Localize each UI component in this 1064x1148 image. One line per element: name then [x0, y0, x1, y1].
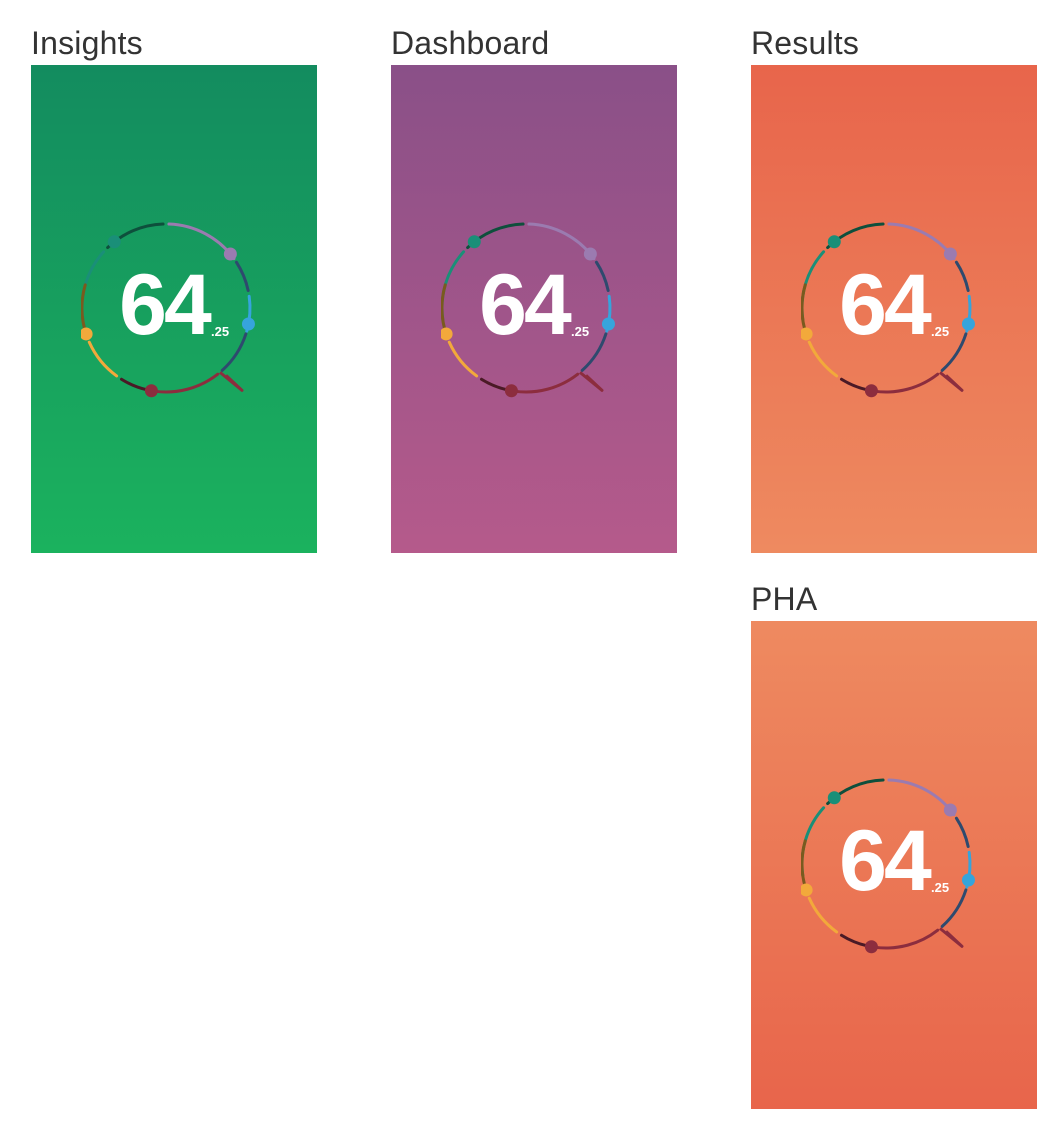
ring-segment	[872, 928, 940, 950]
score-value: 64	[119, 257, 212, 353]
card-dashboard[interactable]: Dashboard 64 .25	[391, 25, 677, 555]
ring-dot	[144, 384, 158, 398]
ring-tail	[939, 371, 964, 392]
score-decimal: .25	[211, 324, 230, 339]
ring-segment	[940, 888, 968, 928]
score-logo: 64 .25	[441, 215, 621, 399]
ring-dot	[864, 384, 878, 398]
ring-dot	[81, 327, 93, 341]
tile-title-pha: PHA	[751, 581, 818, 617]
ring-segment	[447, 340, 479, 378]
ring-segment	[479, 377, 509, 392]
ring-dot	[223, 247, 237, 261]
ring-dot	[107, 235, 121, 249]
card-pha[interactable]: PHA 64 .25	[751, 581, 1037, 1111]
score-decimal: .25	[931, 324, 950, 339]
ring-segment	[580, 332, 608, 372]
ring-dot	[943, 803, 957, 817]
tile-title-insights: Insights	[31, 25, 143, 61]
ring-dot	[601, 317, 615, 331]
ring-dot	[241, 317, 255, 331]
ring-segment	[807, 340, 839, 378]
score-ring-icon	[81, 222, 255, 398]
score-ring-icon	[801, 222, 975, 398]
tile-title-results: Results	[751, 25, 860, 61]
ring-segment	[594, 260, 610, 293]
ring-segment	[807, 896, 839, 934]
ring-dot	[864, 940, 878, 954]
tile-panel-dashboard[interactable]: 64 .25	[391, 65, 677, 553]
ring-dot	[467, 235, 481, 249]
ring-segment	[839, 933, 869, 948]
ring-dot	[504, 384, 518, 398]
score-decimal: .25	[571, 324, 590, 339]
score-value: 64	[479, 257, 572, 353]
tile-panel-pha[interactable]: 64 .25	[751, 621, 1037, 1109]
score-logo: 64 .25	[801, 771, 981, 955]
score-logo: 64 .25	[81, 215, 261, 399]
ring-dot	[943, 247, 957, 261]
tile-panel-results[interactable]: 64 .25	[751, 65, 1037, 553]
ring-dot	[961, 873, 975, 887]
ring-dot	[801, 883, 813, 897]
ring-segment	[512, 372, 580, 394]
ring-segment	[839, 377, 869, 392]
score-logo: 64 .25	[801, 215, 981, 399]
score-ring-icon	[441, 222, 615, 398]
ring-tail	[219, 371, 244, 392]
ring-segment	[954, 816, 970, 849]
ring-segment	[234, 260, 250, 293]
ring-segment	[152, 372, 220, 394]
tile-title-dashboard: Dashboard	[391, 25, 550, 61]
score-decimal: .25	[931, 880, 950, 895]
ring-dot	[827, 235, 841, 249]
ring-segment	[940, 332, 968, 372]
score-ring-icon	[801, 778, 975, 954]
ring-dot	[441, 327, 453, 341]
ring-dot	[827, 791, 841, 805]
ring-segment	[119, 377, 149, 392]
ring-dot	[583, 247, 597, 261]
ring-segment	[220, 332, 248, 372]
score-value: 64	[839, 257, 932, 353]
card-results[interactable]: Results 64 .25	[751, 25, 1037, 555]
ring-tail	[579, 371, 604, 392]
card-insights[interactable]: Insights 64 .25	[31, 25, 317, 555]
score-value: 64	[839, 813, 932, 909]
ring-segment	[954, 260, 970, 293]
ring-segment	[872, 372, 940, 394]
ring-dot	[801, 327, 813, 341]
ring-segment	[87, 340, 119, 378]
ring-dot	[961, 317, 975, 331]
ring-tail	[939, 927, 964, 948]
tile-panel-insights[interactable]: 64 .25	[31, 65, 317, 553]
